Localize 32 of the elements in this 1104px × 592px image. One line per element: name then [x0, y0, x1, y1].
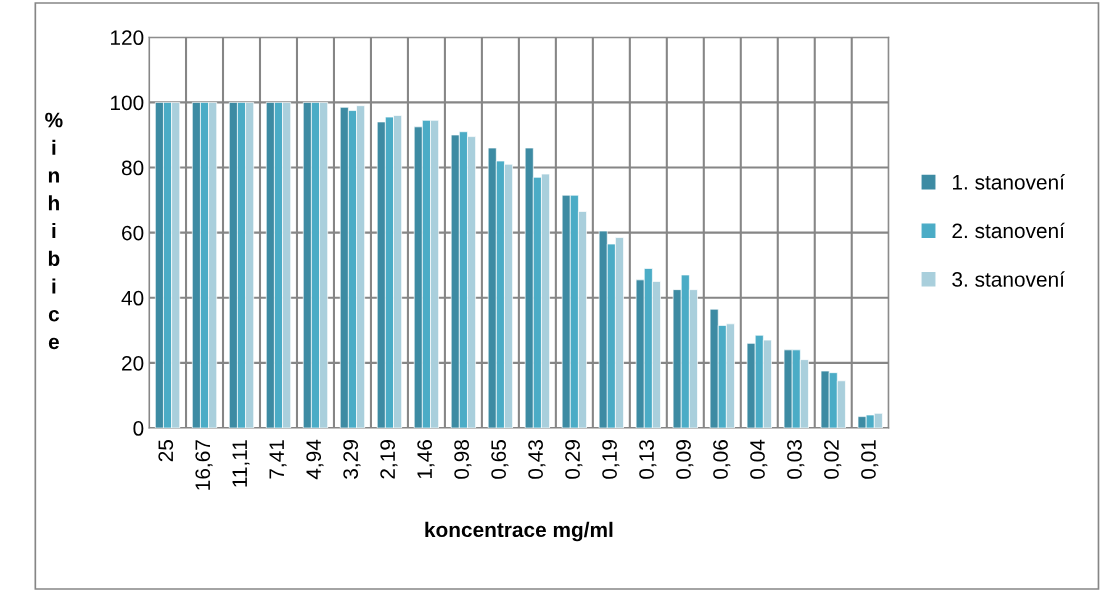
x-tick-label: 0,01: [861, 440, 879, 479]
y-tick-label: 100: [111, 95, 144, 111]
y-tick-label: 20: [122, 355, 144, 371]
y-tick-label: 80: [121, 160, 144, 176]
x-tick-label: 0,06: [713, 440, 731, 479]
x-tick-label: 3,29: [343, 440, 361, 479]
x-tick-label: 0,65: [491, 440, 509, 479]
x-tick-label: 0,29: [565, 440, 583, 479]
y-tick-label: 60: [122, 225, 144, 241]
x-tick-label: 7,41: [269, 440, 287, 479]
x-tick-label: 0,09: [676, 440, 694, 479]
x-tick-label: 0,98: [454, 440, 472, 479]
legend-label: 3. stanovení: [952, 271, 1065, 287]
y-tick-label: 120: [111, 30, 144, 46]
x-tick-label: 11,11: [232, 440, 250, 487]
legend-label: 1. stanovení: [953, 174, 1065, 190]
x-tick-label: 2,19: [380, 440, 398, 479]
x-tick-label: 0,19: [602, 440, 620, 479]
y-tick-label: 40: [121, 290, 144, 306]
x-tick-label: 0,43: [528, 440, 546, 479]
x-tick-label: 25: [158, 440, 174, 462]
text: % inhibice: [45, 112, 63, 350]
y-tick-label: 0: [133, 421, 144, 436]
x-tick-label: 0,04: [750, 439, 768, 479]
x-tick-label: 1,46: [417, 440, 435, 479]
x-tick-label: 0,13: [639, 440, 657, 479]
x-axis-title: koncentrace mg/ml: [425, 521, 613, 542]
legend-label: 2. stanovení: [952, 222, 1065, 239]
x-tick-label: 0,03: [787, 440, 805, 479]
x-tick-label: 16,67: [195, 440, 213, 490]
x-tick-label: 4,94: [306, 439, 324, 480]
x-tick-label: 0,02: [824, 440, 842, 479]
